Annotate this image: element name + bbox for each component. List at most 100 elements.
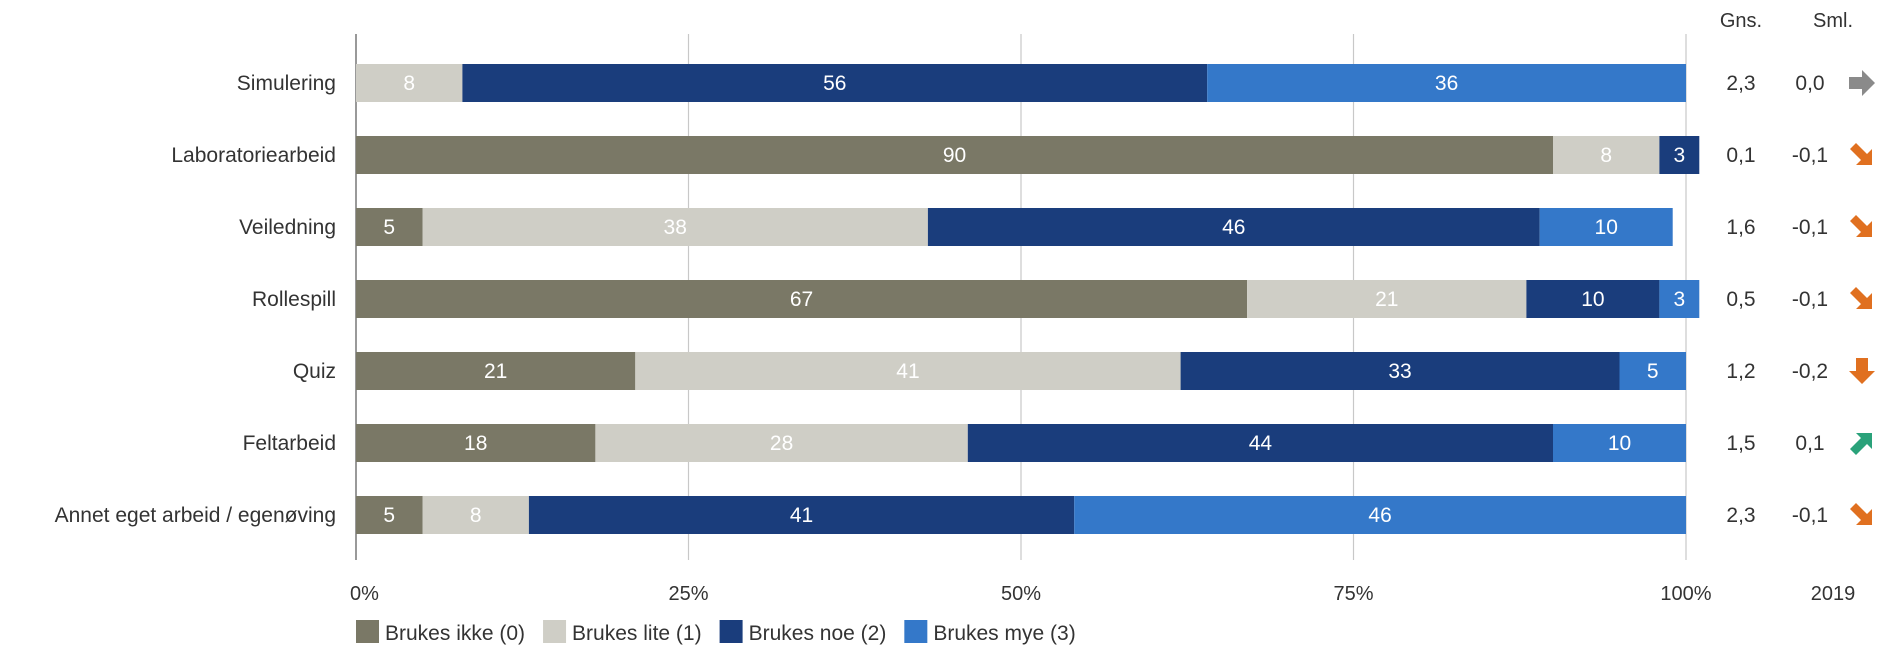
bar-segment — [1074, 496, 1686, 534]
bar-segment — [1539, 208, 1673, 246]
bar-value-label: 21 — [484, 360, 507, 383]
gns-header: Gns. — [1720, 10, 1762, 32]
bar-value-label: 8 — [470, 504, 482, 527]
legend-label: Brukes noe (2) — [749, 622, 887, 645]
bar-segment — [1553, 136, 1660, 174]
bar-value-label: 21 — [1375, 288, 1398, 311]
sml-header: Sml. — [1813, 10, 1853, 32]
x-tick-label: 25% — [668, 583, 708, 605]
bar-segment — [528, 496, 1075, 534]
category-label: Laboratoriearbeid — [171, 144, 336, 167]
legend-swatch — [356, 620, 379, 643]
bar-value-label: 10 — [1608, 432, 1631, 455]
bar-value-label: 10 — [1581, 288, 1604, 311]
bar-segment — [595, 424, 968, 462]
legend-label: Brukes lite (1) — [572, 622, 702, 645]
gns-value: 2,3 — [1726, 72, 1755, 95]
bar-value-label: 90 — [943, 144, 966, 167]
sml-value: 0,1 — [1795, 432, 1824, 455]
bar-segment — [422, 208, 928, 246]
sml-value: -0,2 — [1792, 360, 1828, 383]
bar-segment — [1526, 280, 1660, 318]
sml-value: -0,1 — [1792, 504, 1828, 527]
bar-value-label: 38 — [664, 216, 687, 239]
bar-segment — [1247, 280, 1527, 318]
bar-value-label: 46 — [1222, 216, 1245, 239]
gns-value: 1,2 — [1726, 360, 1755, 383]
bar-value-label: 36 — [1435, 72, 1458, 95]
legend-label: Brukes ikke (0) — [385, 622, 525, 645]
gns-value: 2,3 — [1726, 504, 1755, 527]
bar-value-label: 5 — [383, 216, 395, 239]
category-label: Quiz — [293, 360, 336, 383]
bar-value-label: 56 — [823, 72, 846, 95]
bar-value-label: 8 — [403, 72, 415, 95]
bar-segment — [1659, 136, 1700, 174]
legend-swatch — [904, 620, 928, 643]
arrow-right-icon — [1849, 70, 1875, 96]
bar-value-label: 5 — [1647, 360, 1659, 383]
gns-value: 1,6 — [1726, 216, 1755, 239]
bar-segment — [1659, 280, 1700, 318]
sml-value: -0,1 — [1792, 216, 1828, 239]
gns-value: 1,5 — [1726, 432, 1755, 455]
legend-label: Brukes mye (3) — [933, 622, 1075, 645]
bar-segment — [422, 496, 529, 534]
bar-segment — [356, 280, 1248, 318]
arrow-down-right-icon — [1850, 503, 1872, 525]
arrow-down-right-icon — [1850, 287, 1872, 309]
bar-value-label: 18 — [464, 432, 487, 455]
bar-segment — [462, 64, 1208, 102]
bar-segment — [356, 64, 463, 102]
sml-value: -0,1 — [1792, 144, 1828, 167]
bar-value-label: 5 — [383, 504, 395, 527]
bar-value-label: 8 — [1600, 144, 1612, 167]
legend-swatch — [719, 620, 743, 643]
bar-segment — [356, 136, 1553, 174]
gns-value: 0,1 — [1726, 144, 1755, 167]
legend-swatch — [543, 620, 567, 643]
x-tick-label: 100% — [1660, 583, 1711, 605]
category-label: Veiledning — [239, 216, 336, 239]
x-tick-label: 50% — [1001, 583, 1041, 605]
bar-segment — [1553, 424, 1686, 462]
bar-segment — [927, 208, 1540, 246]
gns-value: 0,5 — [1726, 288, 1755, 311]
bar-value-label: 10 — [1595, 216, 1618, 239]
bar-segment — [356, 352, 636, 390]
category-labels: Simulering Laboratoriearbeid Veiledning Rol… — [55, 72, 336, 527]
bar-segment — [356, 424, 596, 462]
arrow-down-right-icon — [1850, 215, 1872, 237]
sml-footer: 2019 — [1811, 583, 1856, 605]
category-label: Annet eget arbeid / egenøving — [55, 504, 336, 527]
bar-segment — [356, 496, 423, 534]
arrow-up-right-icon — [1850, 433, 1872, 455]
bar-segment — [1207, 64, 1686, 102]
sml-value: 0,0 — [1795, 72, 1824, 95]
column-headers: Gns. Sml. — [1720, 10, 1853, 32]
category-label: Feltarbeid — [243, 432, 336, 455]
x-tick-label: 0% — [350, 583, 379, 605]
bar-value-label: 67 — [790, 288, 813, 311]
bar-value-label: 33 — [1388, 360, 1411, 383]
bar-value-label: 28 — [770, 432, 793, 455]
bar-value-label: 44 — [1249, 432, 1273, 455]
bar-segment — [967, 424, 1553, 462]
bar-segment — [356, 208, 423, 246]
legend: Brukes ikke (0) Brukes lite (1) Brukes noe… — [356, 620, 1076, 645]
bars: 8 56 36 90 8 3 5 38 46 10 67 21 10 3 21 41 33 5 18 28 44 10 5 8… — [356, 64, 1700, 534]
bar-segment — [1180, 352, 1620, 390]
bar-value-label: 41 — [790, 504, 813, 527]
side-columns: 2,3 0,0 0,1 -0,1 1,6 -0,1 0,5 -0,1 1,2 -0,2 1,5 0,1… — [1726, 70, 1875, 527]
category-label: Rollespill — [252, 288, 336, 311]
bar-value-label: 46 — [1368, 504, 1391, 527]
x-axis: 0% 25% 50% 75% 100% — [350, 583, 1712, 605]
bar-value-label: 3 — [1674, 144, 1686, 167]
arrow-down-icon — [1849, 358, 1875, 384]
bar-value-label: 3 — [1674, 288, 1686, 311]
sml-value: -0,1 — [1792, 288, 1828, 311]
category-label: Simulering — [237, 72, 336, 95]
x-tick-label: 75% — [1333, 583, 1373, 605]
arrow-down-right-icon — [1850, 143, 1872, 165]
